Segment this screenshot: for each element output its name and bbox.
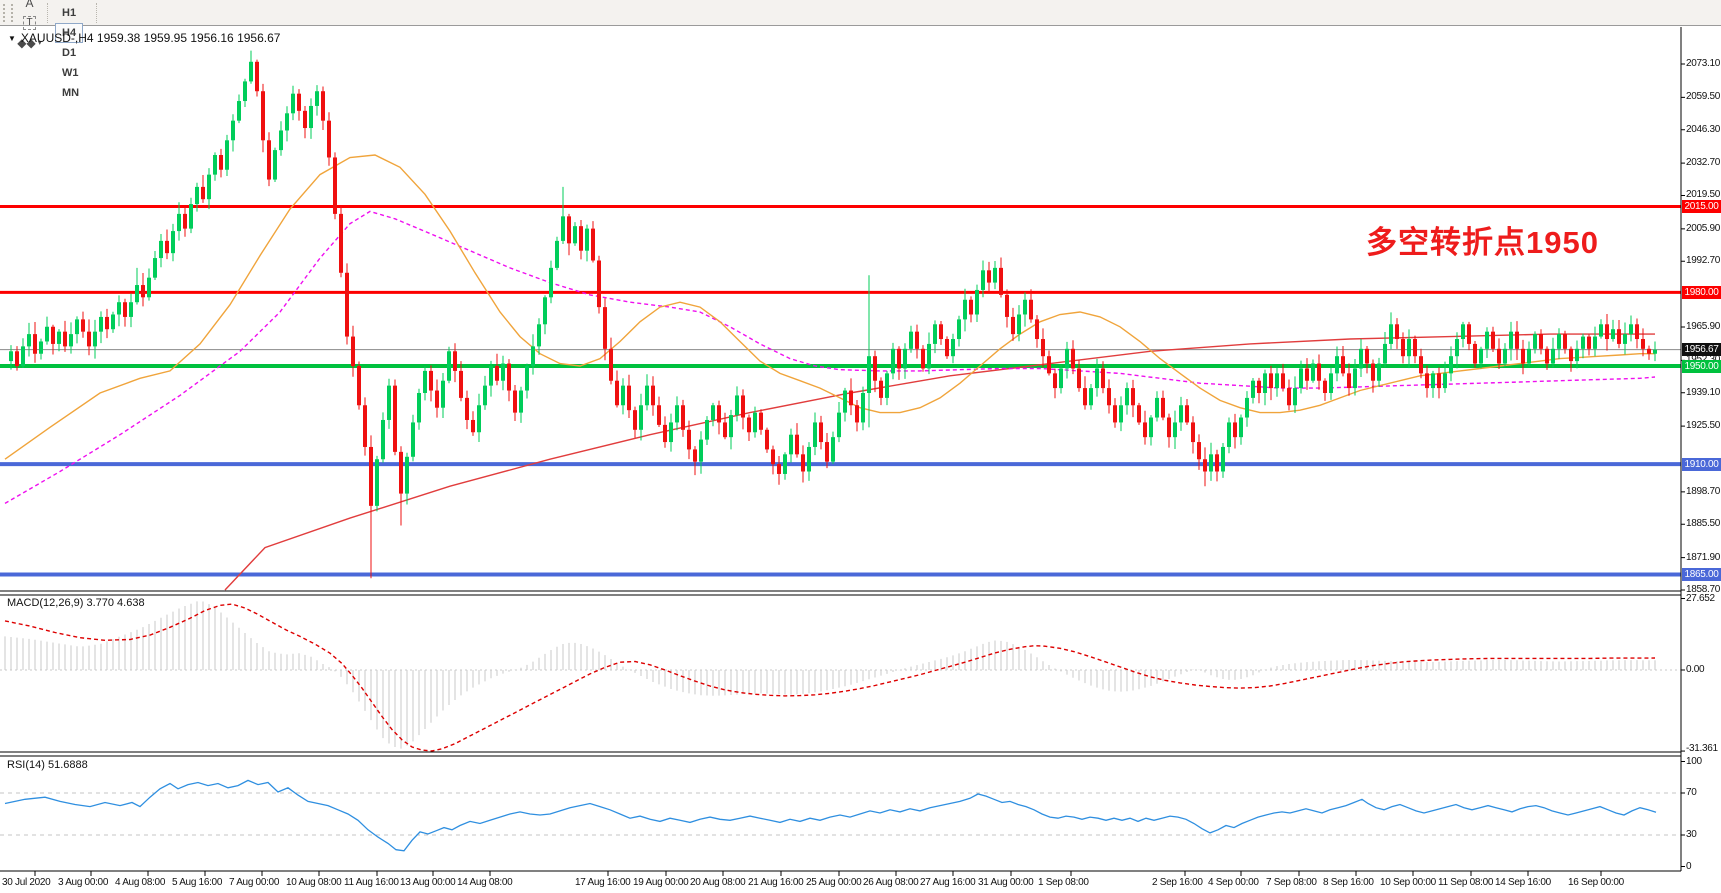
price-axis-label: 2005.90 [1686, 222, 1721, 234]
ma-slow-red [224, 333, 1655, 591]
chart-title: ▼ XAUUSD-,H4 1959.38 1959.95 1956.16 1956… [8, 31, 280, 45]
date-axis-label: 27 Aug 16:00 [920, 877, 976, 888]
price-badge-1950.00: 1950.00 [1682, 359, 1721, 373]
price-badge-1980.00: 1980.00 [1682, 285, 1721, 299]
date-axis-label: 10 Sep 00:00 [1380, 877, 1436, 888]
chart-title-text: XAUUSD-,H4 1959.38 1959.95 1956.16 1956.… [20, 31, 281, 45]
timeframe-button-h1[interactable]: H1 [55, 3, 83, 23]
date-axis-label: 17 Aug 16:00 [575, 877, 631, 888]
timeframe-button-h4[interactable]: H4 [55, 22, 84, 43]
rsi-axis-label: 100 [1686, 755, 1702, 767]
macd-histogram [4, 601, 1656, 749]
price-axis-label: 1992.70 [1686, 255, 1721, 267]
rsi-line [4, 779, 1657, 852]
candles[interactable] [9, 50, 1657, 579]
date-axis-label: 11 Sep 08:00 [1438, 877, 1494, 888]
date-axis-label: 2 Sep 16:00 [1152, 877, 1203, 888]
text-box-tool[interactable]: T [17, 13, 42, 33]
date-axis-label: 10 Aug 08:00 [286, 877, 342, 888]
date-axis-label: 13 Aug 00:00 [400, 877, 456, 888]
price-axis-label: 2046.30 [1686, 123, 1721, 135]
date-axis-label: 21 Aug 16:00 [748, 877, 804, 888]
macd-signal-line [4, 603, 1656, 752]
date-axis-label: 14 Aug 08:00 [457, 877, 513, 888]
date-axis-label: 7 Sep 08:00 [1266, 877, 1317, 888]
date-axis-label: 26 Aug 08:00 [863, 877, 919, 888]
symbol-dropdown-icon[interactable]: ▼ [8, 34, 16, 43]
rsi-axis-label: 70 [1686, 787, 1697, 798]
price-axis-label: 1925.50 [1686, 420, 1721, 432]
rsi-label: RSI(14) 51.6888 [7, 759, 88, 771]
objects-arrows-tool[interactable]: ◆◆ ▾ [17, 33, 42, 53]
price-badge-2015.00: 2015.00 [1682, 200, 1721, 214]
date-axis-label: 31 Aug 00:00 [978, 877, 1034, 888]
date-axis-label: 19 Aug 00:00 [633, 877, 689, 888]
toolbar: ▦FAT◆◆▾ M1M5M15M30H1H4D1W1MN [0, 0, 1721, 99]
price-badge-1956.67: 1956.67 [1682, 343, 1721, 357]
date-axis-label: 7 Aug 00:00 [229, 877, 280, 888]
date-axis-label: 5 Aug 16:00 [172, 877, 223, 888]
ma-mid-magenta [4, 210, 1656, 505]
timeframe-button-d1[interactable]: D1 [55, 43, 83, 63]
toolbar-separator [47, 2, 49, 23]
ma-fast-orange [4, 154, 1655, 460]
text-box-tool-icon: T [23, 15, 36, 30]
macd-axis-label: -31.361 [1686, 743, 1718, 754]
price-axis-label: 1871.90 [1686, 551, 1721, 563]
macd-axis-label: 0.00 [1686, 664, 1705, 675]
price-axis-label: 1858.70 [1686, 584, 1721, 595]
text-annotation-tool-icon: A [25, 0, 34, 10]
date-axis-label: 30 Jul 2020 [2, 877, 51, 888]
date-axis-label: 20 Aug 08:00 [690, 877, 746, 888]
objects-arrows-tool-icon: ◆◆ [17, 35, 36, 50]
rsi-axis-label: 30 [1686, 829, 1697, 840]
rsi-axis-label: 0 [1686, 860, 1692, 872]
date-axis-label: 25 Aug 00:00 [806, 877, 862, 888]
date-axis-label: 1 Sep 08:00 [1038, 877, 1089, 888]
toolbar-separator [96, 2, 98, 23]
date-axis-label: 8 Sep 16:00 [1323, 877, 1374, 888]
date-axis-label: 14 Sep 16:00 [1495, 877, 1551, 888]
price-axis-label: 2032.70 [1686, 157, 1721, 169]
price-axis-label: 1885.50 [1686, 518, 1721, 530]
date-axis-label: 4 Aug 08:00 [115, 877, 166, 888]
toolbar-grip[interactable] [3, 3, 13, 22]
price-axis-label: 1939.10 [1686, 386, 1721, 398]
price-badge-1865.00: 1865.00 [1682, 568, 1721, 582]
date-axis-label: 16 Sep 00:00 [1568, 877, 1624, 888]
timeframe-button-mn[interactable]: MN [55, 83, 86, 103]
price-axis-label: 2019.50 [1686, 189, 1721, 201]
price-badge-1910.00: 1910.00 [1682, 457, 1721, 471]
price-axis-label: 1898.70 [1686, 485, 1721, 497]
timeframe-button-w1[interactable]: W1 [55, 63, 86, 83]
macd-label: MACD(12,26,9) 3.770 4.638 [7, 597, 145, 609]
text-annotation-tool[interactable]: A [17, 0, 42, 13]
price-axis-label: 1965.90 [1686, 320, 1721, 332]
date-axis-label: 4 Sep 00:00 [1208, 877, 1259, 888]
macd-axis-label: 27.652 [1686, 592, 1715, 604]
date-axis-label: 11 Aug 16:00 [344, 877, 399, 888]
annotation-text: 多空转折点1950 [1366, 225, 1599, 260]
price-axis-label: 2059.50 [1686, 91, 1721, 103]
chevron-down-icon[interactable]: ▾ [37, 38, 42, 47]
date-axis-label: 3 Aug 00:00 [58, 877, 109, 888]
price-axis-label: 2073.10 [1686, 57, 1721, 69]
